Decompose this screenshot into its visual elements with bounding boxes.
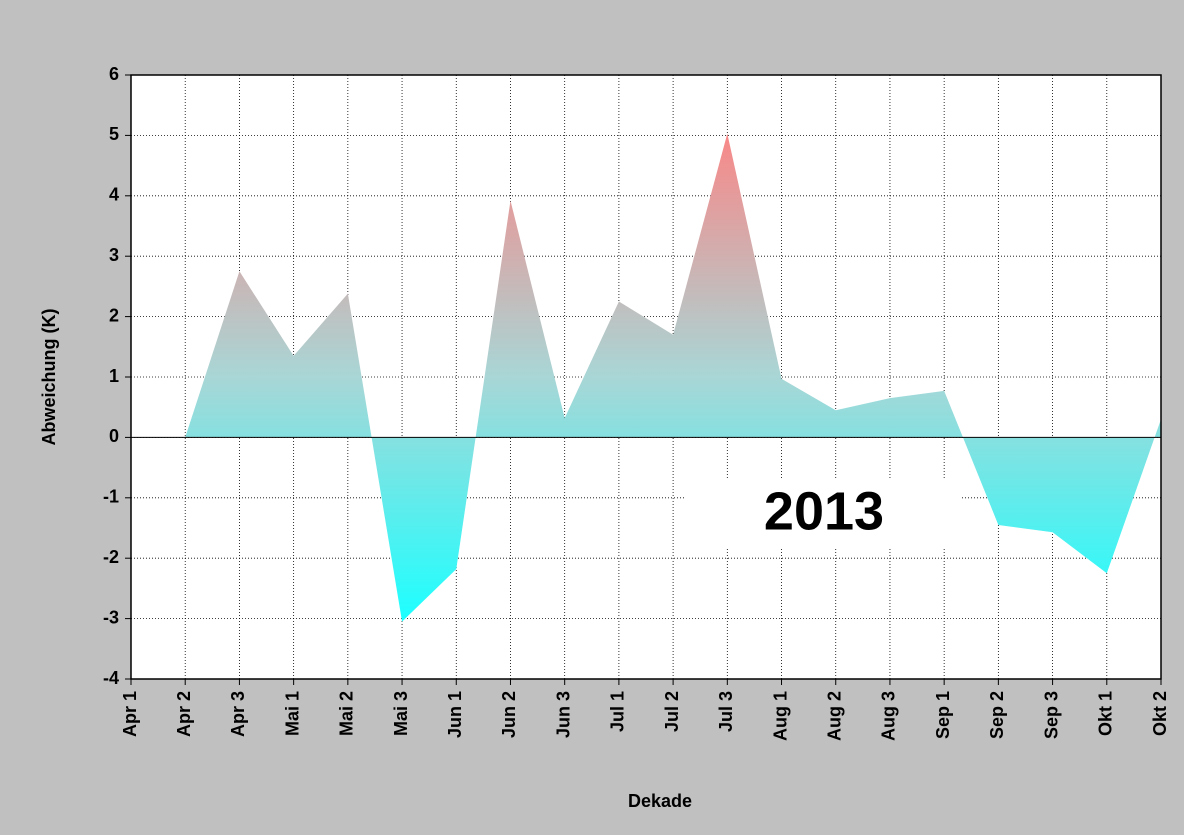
y-tick-label: -2 bbox=[103, 547, 119, 567]
x-tick-label: Sep 1 bbox=[933, 691, 953, 739]
y-tick-label: -4 bbox=[103, 668, 119, 688]
x-tick-label: Jul 3 bbox=[716, 691, 736, 732]
y-axis-label: Abweichung (K) bbox=[39, 309, 59, 446]
x-tick-label: Mai 3 bbox=[391, 691, 411, 736]
x-tick-label: Jul 2 bbox=[662, 691, 682, 732]
x-tick-label: Aug 1 bbox=[770, 691, 790, 741]
x-tick-label: Sep 3 bbox=[1041, 691, 1061, 739]
x-tick-label: Apr 1 bbox=[120, 691, 140, 737]
x-tick-label: Mai 1 bbox=[282, 691, 302, 736]
annotation-box bbox=[686, 478, 962, 548]
y-tick-label: 3 bbox=[109, 245, 119, 265]
x-tick-label: Apr 2 bbox=[174, 691, 194, 737]
x-tick-label: Aug 3 bbox=[879, 691, 899, 741]
x-tick-label: Jun 2 bbox=[499, 691, 519, 738]
y-tick-label: 1 bbox=[109, 366, 119, 386]
y-tick-label: 6 bbox=[109, 64, 119, 84]
x-axis-label: Dekade bbox=[628, 791, 692, 811]
y-tick-label: 5 bbox=[109, 124, 119, 144]
x-tick-label: Jul 1 bbox=[608, 691, 628, 732]
y-tick-label: -3 bbox=[103, 607, 119, 627]
annotation: 2013 bbox=[764, 481, 884, 541]
plot-border bbox=[130, 74, 1162, 680]
y-tick-label: -1 bbox=[103, 487, 119, 507]
x-tick-label: Apr 3 bbox=[228, 691, 248, 737]
x-tick-label: Mai 2 bbox=[337, 691, 357, 736]
y-tick-label: 2 bbox=[109, 305, 119, 325]
y-tick-label: 0 bbox=[109, 426, 119, 446]
area bbox=[185, 133, 1162, 622]
y-tick-label: 4 bbox=[109, 185, 119, 205]
x-tick-label: Okt 1 bbox=[1096, 691, 1116, 736]
x-tick-label: Sep 2 bbox=[987, 691, 1007, 739]
x-tick-label: Jun 1 bbox=[445, 691, 465, 738]
x-tick-label: Aug 2 bbox=[824, 691, 844, 741]
x-tick-label: Okt 2 bbox=[1150, 691, 1170, 736]
x-tick-label: Jun 3 bbox=[553, 691, 573, 738]
